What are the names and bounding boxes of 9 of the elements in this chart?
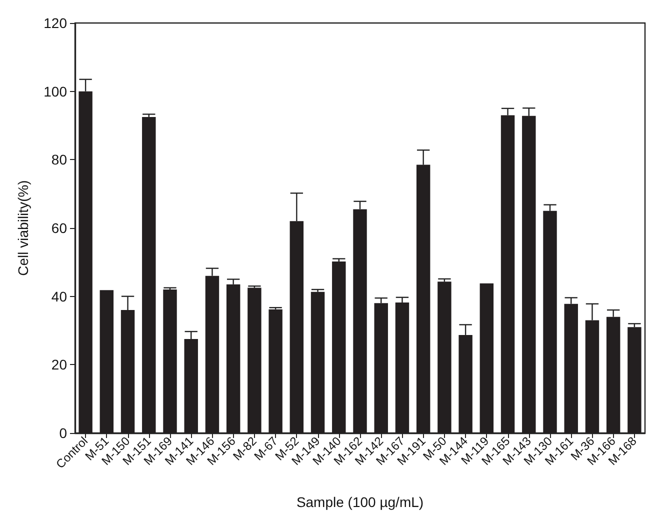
y-tick-label: 100 <box>44 83 68 100</box>
y-tick-label: 60 <box>51 220 68 236</box>
y-tick-label: 20 <box>51 356 68 373</box>
y-tick-label: 120 <box>44 15 68 31</box>
y-tick-label: 40 <box>51 288 68 304</box>
y-tick-label: 0 <box>59 425 68 441</box>
x-axis-title: Sample (100 µg/mL) <box>296 494 424 510</box>
y-tick-label: 80 <box>51 152 68 168</box>
y-axis-title: Cell viability(%) <box>15 180 31 276</box>
